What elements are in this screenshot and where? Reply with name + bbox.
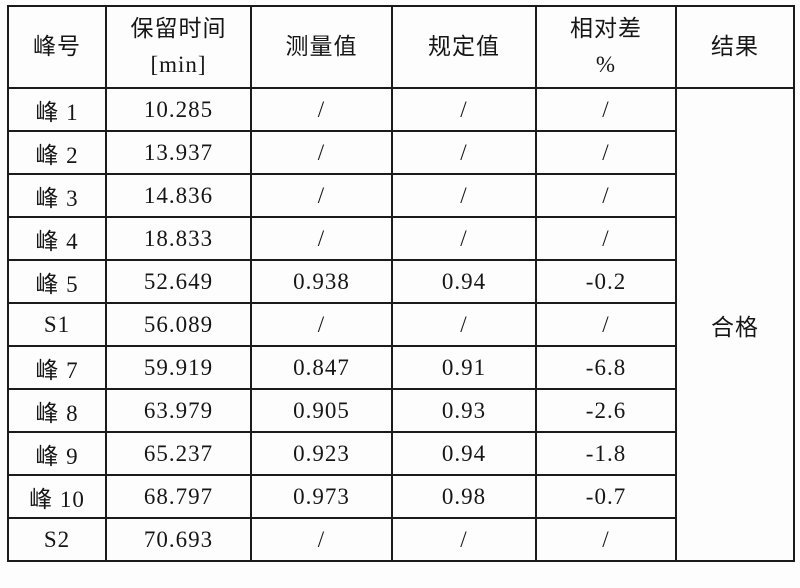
cell-measured: / — [250, 87, 393, 132]
table-row: 峰 1 10.285// / 合格 — [7, 87, 795, 562]
table-header: 峰号 保留时间 [min] 测量值 规定值 相对差 % — [7, 5, 795, 89]
cell-peak: 峰 3 — [7, 173, 107, 218]
header-specified-value: 规定值 — [391, 5, 537, 89]
header-relative-difference: 相对差 % — [535, 5, 677, 89]
cell-retention: 10.285 — [105, 87, 252, 132]
header-peak-number: 峰号 — [7, 5, 107, 89]
header-label: 测量值 — [285, 34, 358, 60]
cell-specified: / — [391, 87, 537, 132]
cell-measured: / — [250, 173, 393, 218]
peak-results-table: 峰号 保留时间 [min] 测量值 规定值 相对差 % — [7, 5, 795, 562]
cell-retention: 59.919 — [105, 345, 252, 390]
header-result: 结果 — [675, 5, 795, 89]
header-label: 相对差 — [570, 16, 642, 42]
header-sublabel: % — [595, 52, 617, 77]
cell-specified: 0.94 — [391, 431, 537, 476]
cell-measured: / — [250, 302, 393, 347]
cell-measured: / — [250, 130, 393, 175]
cell-retention: 70.693 — [105, 517, 252, 562]
cell-relative_diff: / — [535, 302, 677, 347]
cell-specified: / — [391, 517, 537, 562]
cell-measured: 0.847 — [250, 345, 393, 390]
cell-specified: / — [391, 302, 537, 347]
cell-specified: 0.93 — [391, 388, 537, 433]
header-measured-value: 测量值 — [250, 5, 393, 89]
table-row: 峰 3 14.836// / — [7, 173, 794, 218]
cell-peak: 峰 8 — [7, 388, 107, 433]
table-row: 峰 5 52.649 0.938 0.94 -0.2 — [7, 259, 794, 304]
cell-peak: S1 — [7, 302, 107, 347]
cell-relative_diff: -0.2 — [535, 259, 677, 304]
table-row: 峰 4 18.833// / — [7, 216, 794, 261]
table-row: 峰 9 65.237 0.923 0.94 -1.8 — [7, 431, 794, 476]
header-label: 规定值 — [428, 34, 500, 60]
cell-peak: 峰 4 — [7, 216, 107, 261]
table-row: 峰 8 63.979 0.905 0.93 -2.6 — [7, 388, 794, 433]
table-row: 峰 10 68.797 0.973 0.98 -0.7 — [7, 474, 794, 519]
cell-measured: / — [250, 517, 393, 562]
cell-relative_diff: / — [535, 216, 677, 261]
cell-measured: 0.923 — [250, 431, 393, 476]
table-body: 峰 1 10.285// / 合格峰 2 13.937// / 峰 3 14.836// / 峰 … — [7, 87, 795, 562]
cell-retention: 68.797 — [105, 474, 252, 519]
cell-relative_diff: -0.7 — [535, 474, 677, 519]
cell-retention: 14.836 — [105, 173, 252, 218]
cell-relative_diff: / — [535, 517, 677, 562]
cell-peak: 峰 1 — [7, 87, 107, 132]
table-row: S2 70.693// / — [7, 517, 794, 562]
cell-relative_diff: / — [535, 87, 677, 132]
table-row: S1 56.089// / — [7, 302, 794, 347]
cell-peak: 峰 7 — [7, 345, 107, 390]
cell-relative_diff: -2.6 — [535, 388, 677, 433]
cell-relative_diff: -6.8 — [535, 345, 677, 390]
cell-specified: 0.94 — [391, 259, 537, 304]
header-label: 峰号 — [33, 34, 81, 60]
header-sublabel: [min] — [150, 52, 207, 77]
cell-relative_diff: / — [535, 130, 677, 175]
cell-relative_diff: / — [535, 173, 677, 218]
cell-retention: 56.089 — [105, 302, 252, 347]
cell-peak: 峰 2 — [7, 130, 107, 175]
table-row: 峰 2 13.937// / — [7, 130, 794, 175]
cell-measured: 0.973 — [250, 474, 393, 519]
cell-measured: 0.938 — [250, 259, 393, 304]
cell-specified: / — [391, 130, 537, 175]
cell-retention: 52.649 — [105, 259, 252, 304]
cell-peak: S2 — [7, 517, 107, 562]
header-label: 结果 — [711, 34, 759, 60]
cell-specified: / — [391, 216, 537, 261]
cell-peak: 峰 10 — [7, 474, 107, 519]
cell-measured: / — [250, 216, 393, 261]
cell-relative_diff: -1.8 — [535, 431, 677, 476]
header-row: 峰号 保留时间 [min] 测量值 规定值 相对差 % — [7, 5, 795, 89]
cell-specified: 0.91 — [391, 345, 537, 390]
cell-retention: 18.833 — [105, 216, 252, 261]
cell-retention: 65.237 — [105, 431, 252, 476]
cell-specified: 0.98 — [391, 474, 537, 519]
header-label: 保留时间 — [130, 16, 227, 42]
cell-peak: 峰 5 — [7, 259, 107, 304]
table-row: 峰 7 59.919 0.847 0.91 -6.8 — [7, 345, 794, 390]
cell-retention: 13.937 — [105, 130, 252, 175]
cell-retention: 63.979 — [105, 388, 252, 433]
cell-result: 合格 — [675, 87, 795, 562]
cell-peak: 峰 9 — [7, 431, 107, 476]
cell-specified: / — [391, 173, 537, 218]
header-retention-time: 保留时间 [min] — [105, 5, 252, 89]
cell-measured: 0.905 — [250, 388, 393, 433]
